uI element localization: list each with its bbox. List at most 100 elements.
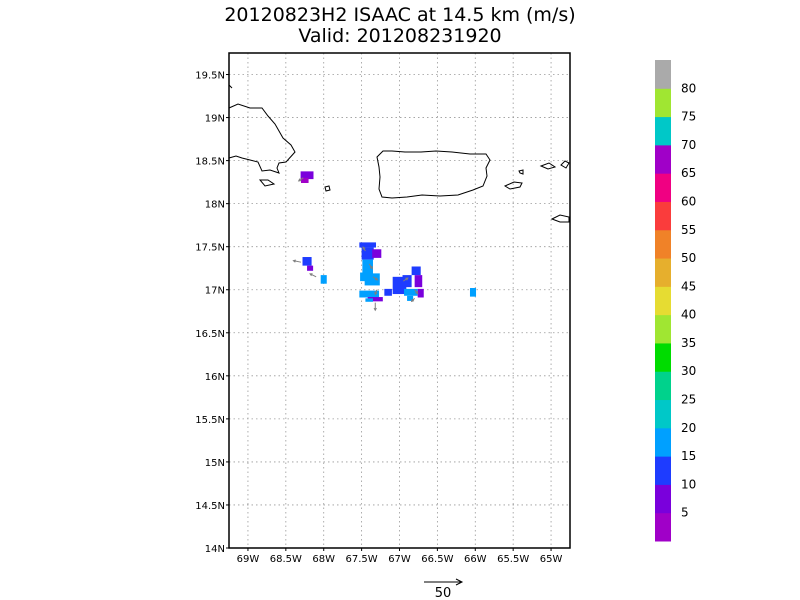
map-gridlines <box>229 53 570 549</box>
colorbar-swatch <box>655 88 671 118</box>
wind-vector-shaft <box>293 260 302 263</box>
lon-tick-label: 67W <box>388 554 411 565</box>
wind-vector <box>309 273 317 278</box>
reference-vector: 50 <box>424 578 464 600</box>
wind-cell <box>414 275 423 288</box>
lat-tick-label: 17.5N <box>195 243 225 254</box>
colorbar-swatch <box>655 484 671 514</box>
colorbar <box>655 60 671 542</box>
wind-vector <box>292 259 302 263</box>
wind-vector-head <box>410 298 415 303</box>
lat-tick-label: 16N <box>205 372 225 383</box>
colorbar-label: 35 <box>681 336 696 350</box>
colorbar-swatch <box>655 512 671 542</box>
colorbar-label: 30 <box>681 364 696 378</box>
wind-vector <box>410 297 416 303</box>
colorbar-swatch <box>655 173 671 202</box>
lat-tick-label: 18N <box>205 200 225 211</box>
colorbar-label: 20 <box>681 421 696 435</box>
wind-cell <box>300 177 309 183</box>
colorbar-swatch <box>655 427 671 457</box>
coastline-hispaniola <box>228 84 296 174</box>
longitude-tick-labels: 69W 68.5W 68W 67.5W 67W 66.5W 66W 65.5W 65W <box>237 548 563 565</box>
lon-tick-label: 69W <box>237 554 260 565</box>
colorbar-label: 40 <box>681 308 696 322</box>
colorbar-swatch <box>655 399 671 429</box>
wind-vector <box>297 177 304 182</box>
reference-vector-arrowhead <box>455 578 464 586</box>
colorbar-label: 10 <box>681 477 696 491</box>
wind-vector-head <box>362 246 366 250</box>
wind-vector-head <box>309 273 313 277</box>
lat-tick-label: 14N <box>205 544 225 555</box>
wind-cell <box>360 272 367 282</box>
wind-vector-head <box>405 277 409 281</box>
lon-tick-label: 68W <box>312 554 335 565</box>
coastline-st-croix <box>550 214 570 223</box>
coastline-vieques <box>503 181 523 190</box>
colorbar-label: 50 <box>681 251 696 265</box>
wind-vector-head <box>373 307 377 312</box>
wind-cell <box>367 297 383 302</box>
colorbar-swatch <box>655 371 671 401</box>
colorbar-label: 80 <box>681 81 696 95</box>
wind-cell <box>365 298 373 302</box>
wind-cell <box>362 259 373 277</box>
wind-vector-head <box>292 259 296 263</box>
wind-vectors <box>292 177 419 312</box>
colorbar-label: 65 <box>681 166 696 180</box>
wind-vector <box>374 289 378 296</box>
lon-tick-label: 65W <box>540 554 563 565</box>
colorbar-label: 5 <box>681 506 689 520</box>
wind-cell <box>302 257 312 266</box>
wind-vector <box>372 276 379 281</box>
wind-vector-head <box>415 290 419 295</box>
coastlines <box>228 84 570 223</box>
wind-cell <box>402 275 412 288</box>
wind-cell <box>407 295 414 301</box>
coastline-culebra <box>518 169 524 175</box>
colorbar-swatch <box>655 201 671 231</box>
colorbar-label: 15 <box>681 449 696 463</box>
wind-cell <box>404 288 418 296</box>
wind-cell <box>364 273 380 286</box>
lat-tick-label: 19.5N <box>195 71 225 82</box>
wind-cell <box>384 288 392 296</box>
lat-tick-label: 18.5N <box>195 157 225 168</box>
colorbar-label: 75 <box>681 110 696 124</box>
reference-vector-label: 50 <box>435 586 452 600</box>
wind-cell <box>359 290 380 298</box>
colorbar-swatch <box>655 60 671 89</box>
lat-tick-label: 15N <box>205 458 225 469</box>
colorbar-swatch <box>655 456 671 485</box>
colorbar-swatch <box>655 144 671 174</box>
wind-vector-shaft <box>309 273 317 278</box>
colorbar-swatch <box>655 286 671 316</box>
lon-tick-label: 65.5W <box>497 554 529 565</box>
lat-tick-label: 16.5N <box>195 329 225 340</box>
wind-cell <box>300 171 314 180</box>
colorbar-label: 60 <box>681 194 696 208</box>
colorbar-swatch <box>655 342 671 372</box>
colorbar-label: 25 <box>681 393 696 407</box>
wind-vector-head <box>297 178 302 182</box>
wind-vector <box>362 246 366 252</box>
coastline-hispaniola-islet <box>258 179 276 187</box>
latitude-tick-labels: 19.5N 19N 18.5N 18N 17.5N 17N 16.5N 16N 15.5N 15N… <box>195 71 229 555</box>
wind-cell <box>320 275 327 284</box>
coastline-st-thomas <box>539 162 557 170</box>
title-line-2: Valid: 201208231920 <box>298 25 501 47</box>
lat-tick-label: 14.5N <box>195 501 225 512</box>
colorbar-labels: 5 10 15 20 25 30 35 40 45 50 55 60 65 70 75 80 <box>681 81 696 519</box>
coastline-mona-island <box>324 185 331 192</box>
lon-tick-label: 66.5W <box>421 554 453 565</box>
lat-tick-label: 15.5N <box>195 415 225 426</box>
colorbar-label: 45 <box>681 279 696 293</box>
wind-vector <box>403 277 409 282</box>
wind-cell <box>411 266 421 276</box>
wind-vector-head <box>369 265 373 270</box>
wind-vector <box>368 263 373 270</box>
wind-vector <box>414 289 419 295</box>
wind-vector <box>373 302 377 312</box>
